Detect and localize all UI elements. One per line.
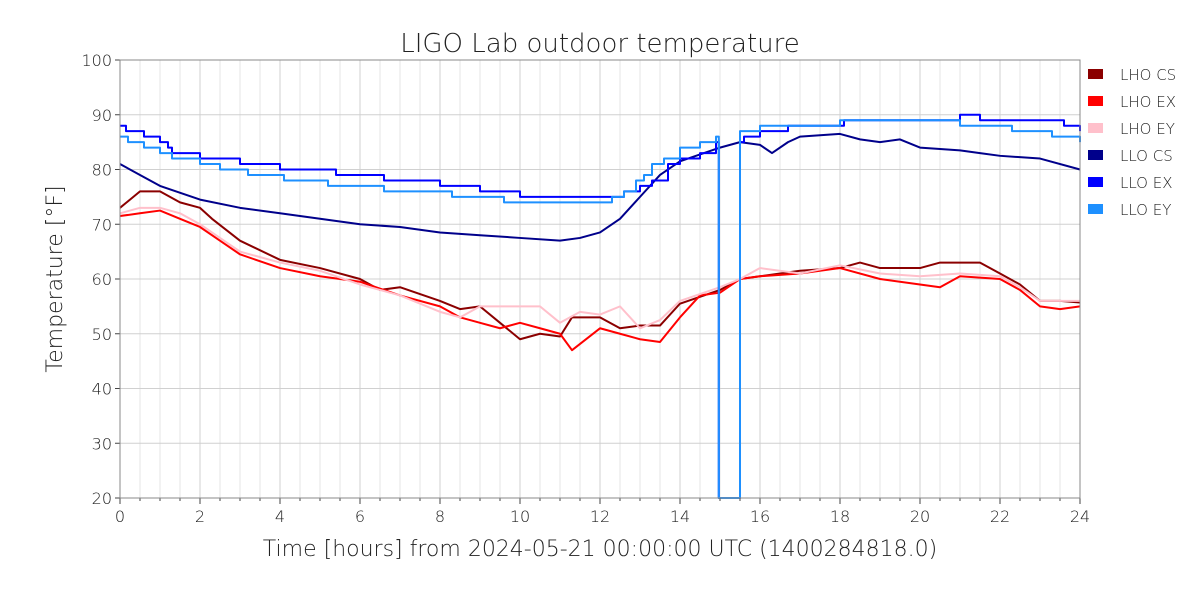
legend-label: LHO EX — [1120, 93, 1176, 111]
y-tick-label: 70 — [92, 215, 112, 234]
y-tick-label: 50 — [92, 325, 112, 344]
x-tick-label: 0 — [115, 507, 125, 526]
legend-label: LHO EY — [1120, 120, 1175, 138]
x-tick-label: 12 — [590, 507, 610, 526]
y-tick-label: 90 — [92, 106, 112, 125]
y-tick-label: 40 — [92, 380, 112, 399]
series-line-llo-cs — [119, 132, 1081, 242]
x-axis-label: Time [hours] from 2024-05-21 00:00:00 UT… — [263, 537, 937, 562]
plot-frame — [119, 59, 1081, 499]
y-axis-label: Temperature [°F] — [43, 185, 68, 372]
series-line-lho-cs — [119, 190, 1081, 341]
legend-swatch — [1088, 177, 1103, 187]
legend-label: LLO EY — [1120, 201, 1171, 219]
x-tick-label: 14 — [670, 507, 690, 526]
y-tick-label: 80 — [92, 161, 112, 180]
series-line-llo-ey — [120, 119, 1081, 499]
legend-label: LLO EX — [1120, 174, 1173, 192]
legend-swatch — [1088, 96, 1103, 106]
chart-title: LIGO Lab outdoor temperature — [400, 29, 800, 59]
series-line-lho-ey — [119, 206, 1080, 330]
legend-swatch — [1088, 204, 1103, 214]
y-tick-label: 30 — [92, 434, 112, 453]
x-tick-label: 20 — [910, 507, 930, 526]
legend-swatch — [1088, 123, 1103, 133]
legend-label: LHO CS — [1120, 66, 1176, 84]
legend-label: LLO CS — [1120, 147, 1173, 165]
x-tick-label: 16 — [750, 507, 770, 526]
x-tick-label: 2 — [195, 507, 205, 526]
x-tick-label: 18 — [830, 507, 850, 526]
y-tick-label: 20 — [92, 489, 112, 508]
x-tick-label: 22 — [990, 507, 1010, 526]
y-tick-label: 100 — [81, 51, 112, 70]
x-tick-label: 10 — [510, 507, 530, 526]
y-tick-label: 60 — [92, 270, 112, 289]
x-tick-label: 8 — [435, 507, 445, 526]
series-line-lho-ex — [119, 209, 1081, 352]
series-line-llo-ex — [120, 113, 1081, 499]
x-tick-label: 6 — [355, 507, 365, 526]
x-tick-label: 4 — [275, 507, 285, 526]
legend-swatch — [1088, 69, 1103, 79]
legend-swatch — [1088, 150, 1103, 160]
x-tick-label: 24 — [1070, 507, 1090, 526]
